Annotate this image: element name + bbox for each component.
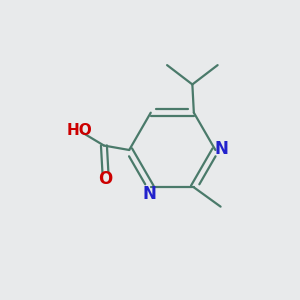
Text: N: N	[142, 185, 156, 203]
Text: N: N	[215, 140, 229, 158]
Text: O: O	[98, 170, 112, 188]
Text: HO: HO	[66, 123, 92, 138]
